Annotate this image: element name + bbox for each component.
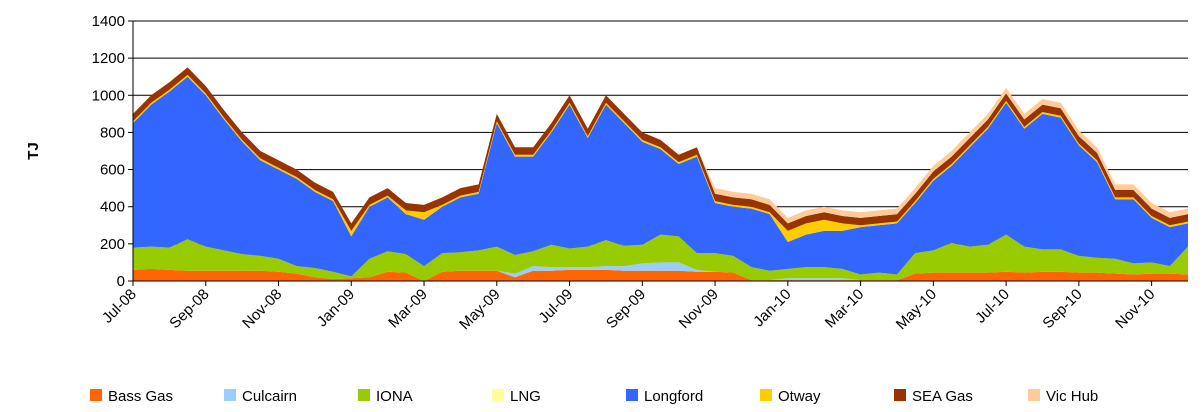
x-tick-label: Mar-09 <box>385 286 431 332</box>
area <box>133 234 1188 281</box>
area <box>133 76 1188 277</box>
legend-label: Bass Gas <box>108 388 173 405</box>
area <box>133 262 1188 281</box>
x-tick-label: Jan-10 <box>750 286 794 330</box>
y-tick-label: 0 <box>117 273 125 290</box>
y-tick-label: 1000 <box>92 87 125 104</box>
x-tick-label: Jul-10 <box>972 286 1013 327</box>
legend-label: Otway <box>778 388 821 405</box>
legend-label: Culcairn <box>242 388 297 405</box>
y-tick-label: 1200 <box>92 50 125 67</box>
x-tick-label: Jan-09 <box>314 286 358 330</box>
x-tick-label: Mar-10 <box>822 286 868 332</box>
legend-label: LNG <box>510 388 541 405</box>
y-tick-label: 200 <box>100 236 125 253</box>
x-tick-label: Sep-09 <box>603 286 649 332</box>
area <box>133 67 1188 231</box>
x-tick-label: Nov-09 <box>676 286 722 332</box>
x-tick-label: Sep-10 <box>1039 286 1085 332</box>
x-tick-label: Jul-08 <box>99 286 140 327</box>
legend-swatch <box>90 389 102 401</box>
legend-swatch <box>492 389 504 401</box>
y-tick-label: 1400 <box>92 13 125 30</box>
legend-swatch <box>894 389 906 401</box>
x-tick-label: Nov-08 <box>239 286 285 332</box>
legend-label: Longford <box>644 388 703 405</box>
legend-swatch <box>760 389 772 401</box>
y-tick-label: 600 <box>100 162 125 179</box>
legend-label: IONA <box>376 388 413 405</box>
x-tick-label: May-09 <box>456 286 503 333</box>
y-tick-label: 400 <box>100 199 125 216</box>
x-tick-label: Jul-09 <box>535 286 576 327</box>
legend-swatch <box>626 389 638 401</box>
legend-label: Vic Hub <box>1046 388 1098 405</box>
legend-swatch <box>358 389 370 401</box>
legend-swatch <box>1028 389 1040 401</box>
x-tick-label: Sep-08 <box>166 286 212 332</box>
x-tick-label: Nov-10 <box>1112 286 1158 332</box>
area <box>133 268 1188 281</box>
legend-swatch <box>224 389 236 401</box>
legend-label: SEA Gas <box>912 388 973 405</box>
y-tick-label: 800 <box>100 124 125 141</box>
y-axis-label: TJ <box>25 142 42 160</box>
x-tick-label: May-10 <box>893 286 940 333</box>
